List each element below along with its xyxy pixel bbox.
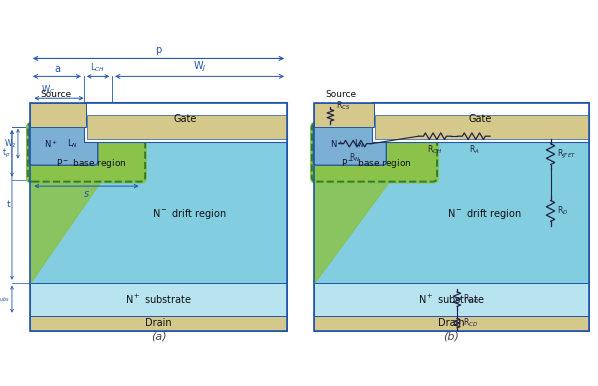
Text: L$_N$: L$_N$ — [354, 137, 365, 150]
Polygon shape — [30, 127, 138, 283]
Text: N$^+$ substrate: N$^+$ substrate — [125, 293, 192, 306]
Text: W$_C$: W$_C$ — [41, 84, 55, 96]
Text: N$^-$ drift region: N$^-$ drift region — [447, 207, 522, 221]
Text: R$_A$: R$_A$ — [468, 144, 479, 156]
Bar — [87, 115, 287, 139]
Text: t$_p$: t$_p$ — [2, 147, 11, 160]
Text: R$_{CD}$: R$_{CD}$ — [463, 317, 478, 329]
Text: t$_{subs}$: t$_{subs}$ — [0, 294, 11, 304]
FancyBboxPatch shape — [313, 122, 386, 165]
Text: Drain: Drain — [438, 318, 465, 328]
Text: R$_{CH}$: R$_{CH}$ — [428, 144, 443, 156]
Text: W$_2$: W$_2$ — [4, 137, 17, 150]
Text: L$_{CH}$: L$_{CH}$ — [90, 61, 106, 74]
Text: (b): (b) — [444, 331, 459, 341]
Bar — [30, 283, 287, 316]
Bar — [314, 316, 589, 330]
Text: a: a — [54, 64, 60, 74]
Text: N$^+$: N$^+$ — [329, 138, 344, 149]
Bar — [30, 103, 287, 330]
Bar — [314, 103, 374, 127]
Text: N$^+$: N$^+$ — [44, 138, 58, 149]
Text: p: p — [155, 46, 161, 56]
Bar — [30, 103, 87, 127]
Text: R$_{JFET}$: R$_{JFET}$ — [557, 147, 576, 161]
Text: R$_D$: R$_D$ — [557, 205, 568, 217]
Bar — [314, 127, 589, 283]
Text: Gate: Gate — [174, 114, 197, 124]
FancyBboxPatch shape — [26, 122, 147, 183]
Text: (a): (a) — [151, 331, 166, 341]
Text: N$^+$ substrate: N$^+$ substrate — [418, 293, 485, 306]
Text: Source: Source — [40, 90, 71, 99]
Text: P$^-$ base region: P$^-$ base region — [341, 157, 412, 169]
FancyBboxPatch shape — [29, 122, 98, 165]
Polygon shape — [314, 127, 429, 283]
Bar — [84, 102, 287, 142]
Text: N$^-$ drift region: N$^-$ drift region — [152, 207, 227, 221]
Bar — [30, 127, 287, 283]
Text: Source: Source — [325, 90, 356, 99]
Text: P$^-$ base region: P$^-$ base region — [56, 157, 126, 169]
Bar — [30, 316, 287, 330]
Text: W$_J$: W$_J$ — [193, 59, 206, 74]
Text: t: t — [7, 200, 11, 210]
Bar — [314, 283, 589, 316]
Bar — [375, 115, 589, 139]
Text: R$_{sub}$: R$_{sub}$ — [463, 293, 480, 305]
Text: L$_N$: L$_N$ — [67, 137, 78, 150]
Text: Drain: Drain — [145, 318, 172, 328]
Bar — [372, 102, 589, 142]
Text: R$_N$: R$_N$ — [349, 151, 361, 164]
FancyBboxPatch shape — [310, 122, 439, 183]
Text: s: s — [84, 189, 89, 199]
Bar — [314, 103, 589, 330]
Text: R$_{CS}$: R$_{CS}$ — [337, 100, 351, 112]
Text: Gate: Gate — [469, 114, 492, 124]
